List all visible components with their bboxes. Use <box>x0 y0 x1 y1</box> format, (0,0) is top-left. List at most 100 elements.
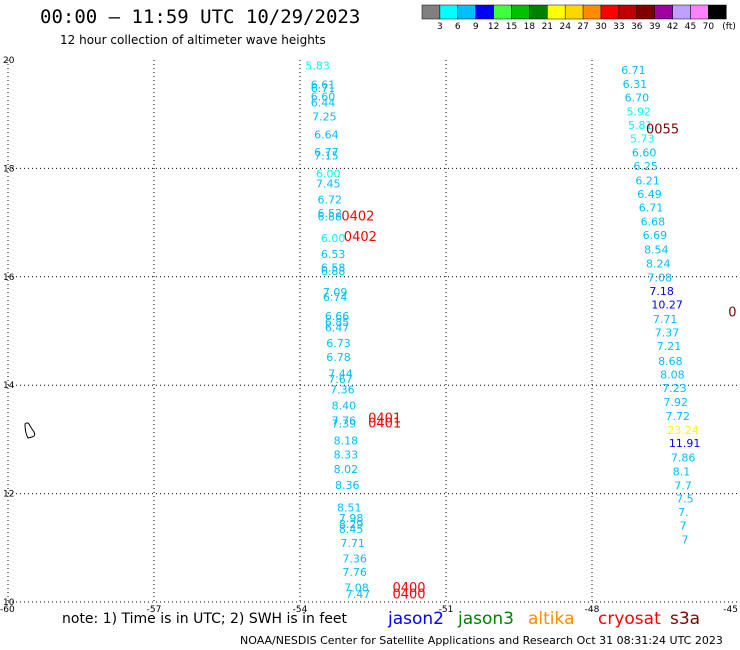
wave-height-value: 7.18 <box>649 285 674 298</box>
colorbar-label: 6 <box>455 22 461 32</box>
wave-height-value: 8.68 <box>658 355 683 368</box>
colorbar-label: 15 <box>506 22 517 32</box>
colorbar-swatch <box>493 4 512 20</box>
wave-height-value: 6.58 <box>321 262 346 275</box>
wave-height-value: 10.27 <box>651 298 683 311</box>
wave-height-value: 8.1 <box>673 465 691 478</box>
wave-height-value: 7.86 <box>671 451 696 464</box>
colorbar-label: 36 <box>631 22 643 32</box>
x-tick-label: -51 <box>439 605 454 615</box>
wave-height-value: 6.73 <box>326 337 351 350</box>
colorbar-label: 42 <box>667 22 678 32</box>
y-tick-label: 20 <box>3 56 15 66</box>
wave-height-value: 6.85 <box>325 316 350 329</box>
legend-jason2: jason2 <box>388 609 444 629</box>
wave-height-value: 6.21 <box>635 174 660 187</box>
wave-height-value: 6.74 <box>323 291 348 304</box>
wave-height-value: 6.49 <box>637 188 662 201</box>
pass-time-label: 0400 <box>392 581 425 596</box>
wave-height-value: 8.24 <box>646 257 671 270</box>
colorbar-swatch <box>475 4 494 20</box>
wave-height-value: 6.60 <box>311 90 336 103</box>
wave-height-value: 7.7 <box>674 479 692 492</box>
wave-height-value: 7 <box>682 534 689 547</box>
y-tick-label: 12 <box>3 490 14 500</box>
wave-height-value: 6.68 <box>641 216 666 229</box>
wave-height-value: 8.02 <box>334 463 359 476</box>
pass-time-label: 0 <box>728 305 736 320</box>
wave-height-value: 8.54 <box>644 244 669 257</box>
x-tick-label: -54 <box>293 605 308 615</box>
pass-time-label: 0401 <box>368 412 401 427</box>
y-tick-label: 14 <box>3 381 15 391</box>
wave-height-value: 6.88 <box>318 211 343 224</box>
wave-height-value: 6.53 <box>321 248 346 261</box>
colorbar-swatch <box>690 4 709 20</box>
colorbar-swatch <box>708 4 727 20</box>
wave-height-value: 7.36 <box>330 384 355 397</box>
colorbar-label: 70 <box>703 22 715 32</box>
pass-time-label: 0055 <box>646 122 679 137</box>
colorbar-swatch <box>529 4 548 20</box>
wave-height-value: 7.76 <box>342 566 367 579</box>
chart-title: 00:00 – 11:59 UTC 10/29/2023 <box>40 6 361 28</box>
legend-jason3: jason3 <box>458 609 514 629</box>
pass-time-label: 0401 <box>368 417 401 432</box>
wave-height-value: 7 <box>680 520 687 533</box>
wave-height-value: 6.69 <box>643 229 668 242</box>
wave-height-value: 8.36 <box>335 479 360 492</box>
colorbar-label: 9 <box>473 22 479 32</box>
wave-height-value: 5.83 <box>305 59 330 72</box>
wave-height-value: 6.44 <box>311 96 336 109</box>
colorbar-swatch <box>457 4 476 20</box>
wave-height-value: 7.36 <box>342 553 367 566</box>
colorbar-label: 39 <box>649 22 661 32</box>
wave-height-value: 6.72 <box>318 193 343 206</box>
chart-subtitle: 12 hour collection of altimeter wave hei… <box>60 33 326 47</box>
colorbar-label: 30 <box>595 22 607 32</box>
y-tick-label: 16 <box>3 273 15 283</box>
wave-height-value: 8.51 <box>337 502 362 515</box>
wave-height-value: 7.44 <box>328 367 353 380</box>
colorbar-unit: (ft) <box>722 22 736 32</box>
wave-height-value: 7.98 <box>339 512 364 525</box>
wave-height-value: 23.24 <box>667 424 699 437</box>
x-tick-label: -57 <box>147 605 162 615</box>
legend-cryosat: cryosat <box>598 609 661 629</box>
island-outline <box>24 422 36 439</box>
wave-height-value: 7.21 <box>657 340 682 353</box>
wave-height-value: 8.18 <box>334 434 359 447</box>
y-tick-label: 10 <box>3 598 15 608</box>
wave-height-value: 6.71 <box>621 64 646 77</box>
wave-height-value: 7.08 <box>647 271 672 284</box>
wave-height-value: 7.15 <box>314 149 339 162</box>
wave-height-value: 7. <box>678 506 689 519</box>
colorbar-label: 21 <box>542 22 553 32</box>
legend-altika: altika <box>528 609 575 629</box>
wave-height-value: 6.64 <box>314 128 339 141</box>
x-tick-label: -48 <box>585 605 600 615</box>
colorbar-swatch <box>618 4 638 20</box>
pass-time-label: 0400 <box>392 587 425 602</box>
wave-height-value: 7.08 <box>344 581 369 594</box>
x-tick-label: -45 <box>723 605 738 615</box>
wave-height-value: 6.71 <box>311 82 336 95</box>
wave-height-value: 11.91 <box>669 437 701 450</box>
wave-height-value: 7.76 <box>332 414 357 427</box>
colorbar-label: 3 <box>437 22 443 32</box>
wave-height-value: 6.61 <box>311 78 336 91</box>
wave-height-value: 5.81 <box>628 119 653 132</box>
pass-time-label: 0402 <box>341 210 374 225</box>
wave-height-value: 6.52 <box>318 207 343 220</box>
wave-height-value: 7.5 <box>676 492 694 505</box>
x-tick-label: -60 <box>0 605 15 615</box>
colorbar-swatch <box>654 4 673 20</box>
y-tick-label: 18 <box>3 164 15 174</box>
colorbar-label: 33 <box>613 22 624 32</box>
colorbar-label: 45 <box>685 22 696 32</box>
pass-time-label: 0402 <box>344 230 377 245</box>
colorbar-label: 24 <box>559 22 571 32</box>
wave-height-value: 7.47 <box>346 588 371 601</box>
wave-height-value: 8.40 <box>332 399 357 412</box>
